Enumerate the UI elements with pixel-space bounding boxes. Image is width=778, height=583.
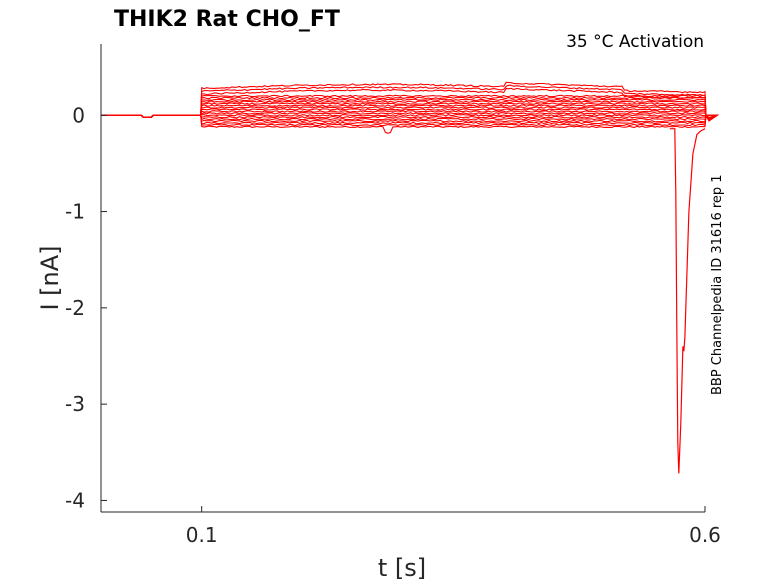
current-trace-4 xyxy=(101,113,719,123)
current-trace-15 xyxy=(101,98,718,119)
current-trace-19 xyxy=(101,84,718,119)
current-trace-12 xyxy=(101,104,718,120)
current-trace-11 xyxy=(101,106,718,120)
current-trace-7 xyxy=(101,113,720,121)
y-tick-label: -2 xyxy=(65,296,85,320)
chart-title: THIK2 Rat CHO_FT xyxy=(114,7,340,32)
spike-trace xyxy=(669,128,706,474)
current-trace-6 xyxy=(101,114,720,121)
plot-lines xyxy=(101,81,720,474)
current-trace-10 xyxy=(101,108,718,120)
x-tick-label: 0.6 xyxy=(689,523,721,547)
y-tick-label: -1 xyxy=(65,200,85,224)
current-trace-20 xyxy=(101,81,718,118)
ticks: 0 -1 -2 -3 -4 0.1 0.6 xyxy=(65,103,721,547)
current-trace-16 xyxy=(101,96,718,119)
y-tick-label: 0 xyxy=(72,103,85,127)
current-trace-8 xyxy=(101,111,718,121)
current-trace-1 xyxy=(101,113,719,134)
current-trace-2 xyxy=(101,113,719,127)
condition-annotation: 35 °C Activation xyxy=(566,32,704,52)
current-trace-13 xyxy=(101,102,718,120)
x-axis-label: t [s] xyxy=(378,554,426,582)
current-trace-5 xyxy=(101,113,720,122)
y-tick-label: -4 xyxy=(65,488,85,512)
current-trace-18 xyxy=(101,87,718,119)
y-axis-label: I [nA] xyxy=(36,245,64,310)
x-tick-label: 0.1 xyxy=(186,523,218,547)
current-trace-14 xyxy=(101,100,718,120)
current-trace-3 xyxy=(101,113,719,125)
current-trace-9 xyxy=(101,110,718,121)
y-tick-label: -3 xyxy=(65,392,85,416)
source-side-label: BBP Channelpedia ID 31616 rep 1 xyxy=(710,174,725,395)
